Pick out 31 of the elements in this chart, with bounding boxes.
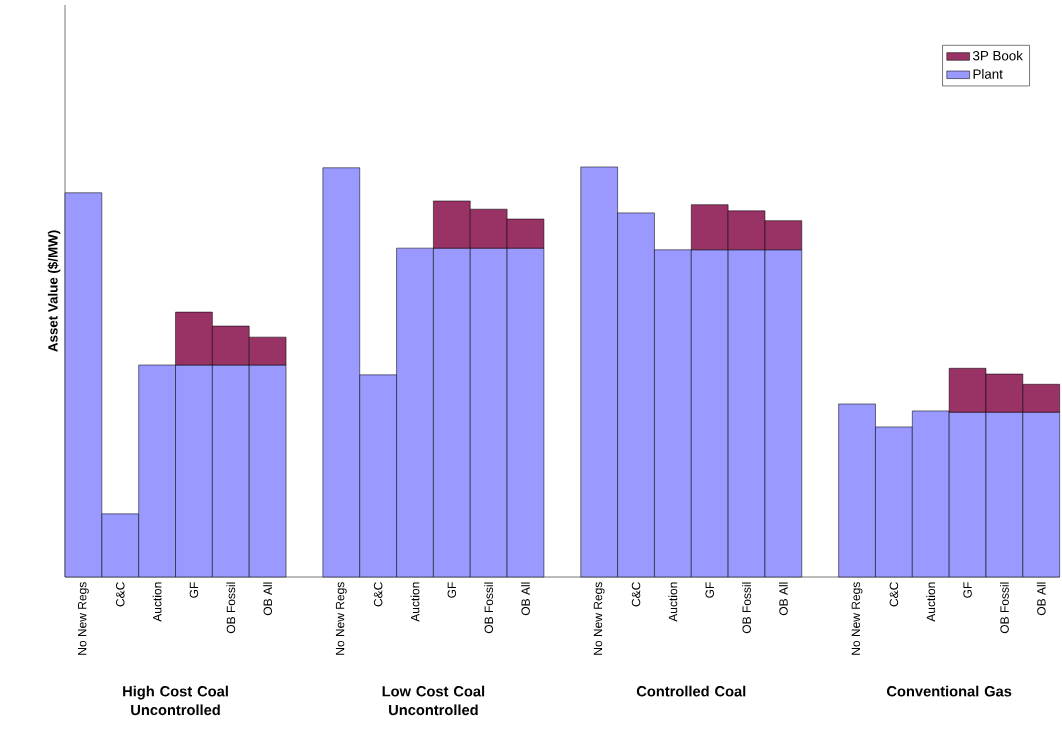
- text: Conventional Gas: [887, 685, 1012, 697]
- x-tick-label: No New Regs: [593, 582, 605, 655]
- x-tick-label: No New Regs: [335, 582, 347, 655]
- x-tick-label: Auction: [668, 582, 678, 622]
- x-tick-label: C&C: [889, 582, 899, 607]
- x-tick-label: OB All: [1036, 582, 1046, 616]
- x-tick-label: OB All: [263, 582, 273, 616]
- text: Low Cost Coal Uncontrolled: [382, 685, 485, 716]
- x-tick-label: GF: [447, 582, 457, 598]
- text: Controlled Coal: [636, 685, 746, 697]
- x-tick-label: Auction: [926, 582, 936, 622]
- x-tick-label: OB Fossil: [742, 582, 751, 634]
- text: High Cost Coal Uncontrolled: [123, 685, 228, 716]
- x-tick-label: No New Regs: [851, 582, 863, 655]
- x-tick-label: Auction: [152, 582, 162, 622]
- y-axis-title: Asset Value ($/MW): [47, 230, 61, 352]
- x-tick-label: Auction: [410, 582, 420, 622]
- x-tick-label: GF: [189, 582, 199, 598]
- legend-label: Plant: [973, 68, 1003, 79]
- x-tick-label: C&C: [373, 582, 383, 607]
- x-tick-label: OB Fossil: [484, 582, 494, 634]
- legend-label: 3P Book: [973, 50, 1023, 61]
- x-tick-label: GF: [963, 582, 972, 598]
- x-tick-label: GF: [705, 582, 714, 598]
- x-tick-label: OB Fossil: [226, 582, 236, 634]
- x-tick-label: C&C: [631, 582, 641, 607]
- x-tick-label: OB Fossil: [1000, 582, 1009, 634]
- x-tick-label: No New Regs: [78, 582, 89, 655]
- x-tick-label: OB All: [521, 582, 530, 616]
- x-tick-label: C&C: [116, 582, 125, 607]
- x-tick-label: OB All: [778, 582, 788, 616]
